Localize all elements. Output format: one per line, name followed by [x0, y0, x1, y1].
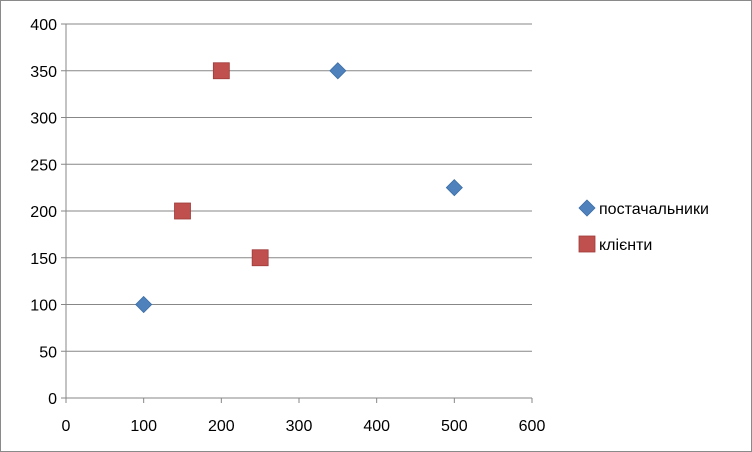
x-tick-label: 100: [130, 418, 157, 435]
diamond-point: [445, 179, 463, 197]
legend-label: клієнти: [599, 237, 652, 254]
square-point: [212, 62, 230, 80]
square-point: [174, 202, 191, 220]
y-tick-label: 200: [30, 204, 57, 221]
data-points: [135, 62, 463, 314]
y-tick-labels: 0 50 100 150 200 250 300 350 400: [30, 17, 57, 408]
x-tick-label: 600: [519, 418, 546, 435]
y-tick-label: 100: [30, 298, 57, 315]
x-tick-label: 300: [286, 418, 313, 435]
square-point: [251, 249, 269, 267]
x-tick-label: 0: [62, 418, 71, 435]
y-tick-label: 50: [39, 344, 57, 361]
x-tick-labels: 0 100 200 300 400 500 600: [62, 418, 546, 435]
y-tick-label: 0: [48, 391, 57, 408]
diamond-point: [135, 295, 153, 314]
legend-marker-square: [578, 235, 596, 253]
y-tick-label: 300: [30, 111, 57, 128]
axes: [61, 23, 533, 403]
x-tick-label: 200: [208, 418, 235, 435]
y-tick-label: 400: [30, 17, 57, 34]
x-tick-label: 500: [441, 418, 468, 435]
legend: постачальники клієнти: [578, 199, 709, 254]
y-tick-label: 150: [30, 251, 57, 268]
legend-label: постачальники: [599, 201, 709, 218]
y-tick-label: 250: [30, 157, 57, 174]
legend-marker-diamond: [578, 199, 596, 217]
x-tick-label: 400: [363, 418, 390, 435]
diamond-point: [329, 62, 347, 80]
y-tick-label: 350: [30, 64, 57, 81]
